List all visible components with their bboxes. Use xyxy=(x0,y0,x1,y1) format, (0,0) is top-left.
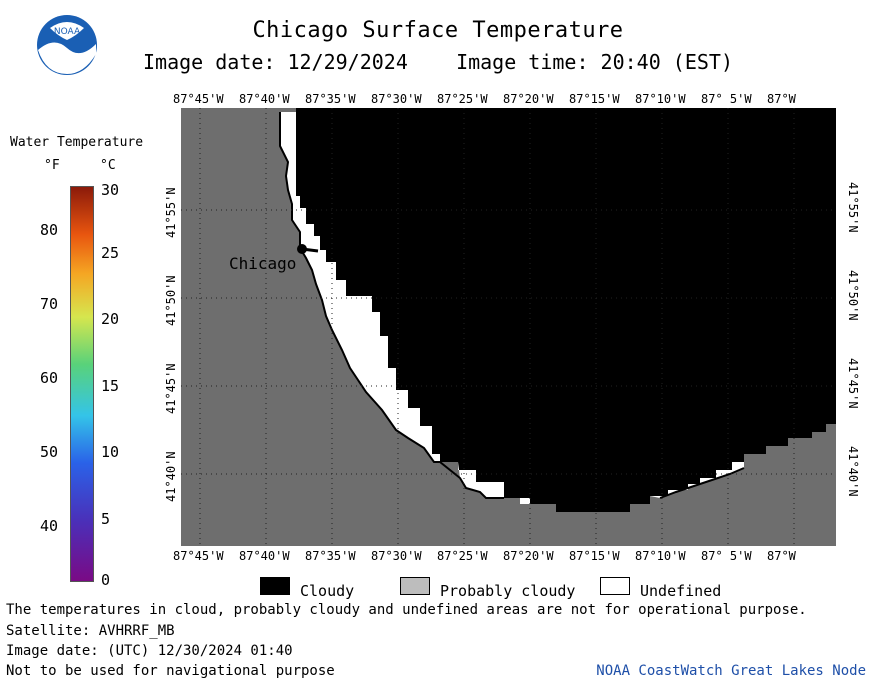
latitude-label: 41°55'N xyxy=(164,187,178,238)
svg-text:NOAA: NOAA xyxy=(54,27,81,37)
fahrenheit-tick: 50 xyxy=(40,443,59,461)
temperature-colorbar xyxy=(70,186,94,582)
celsius-tick: 15 xyxy=(101,377,120,395)
undefined-region xyxy=(280,112,440,462)
longitude-label: 87°W xyxy=(767,549,796,563)
longitude-label: 87°25'W xyxy=(437,92,488,106)
longitude-label: 87°30'W xyxy=(371,92,422,106)
shoreline xyxy=(279,112,504,499)
disclaimer-text: The temperatures in cloud, probably clou… xyxy=(6,602,807,618)
longitude-label: 87°45'W xyxy=(173,92,224,106)
legend-label-undefined: Undefined xyxy=(640,582,722,600)
fahrenheit-unit: °F xyxy=(44,158,60,173)
longitude-label: 87°35'W xyxy=(305,549,356,563)
city-label-chicago: Chicago xyxy=(229,254,297,273)
legend-label-cloudy: Cloudy xyxy=(300,582,355,600)
longitude-label: 87°30'W xyxy=(371,549,422,563)
longitude-label: 87°10'W xyxy=(635,549,686,563)
page-title: Chicago Surface Temperature xyxy=(252,18,624,43)
longitude-label: 87°25'W xyxy=(437,549,488,563)
celsius-tick: 20 xyxy=(101,310,120,328)
celsius-tick: 10 xyxy=(101,443,120,461)
celsius-tick: 30 xyxy=(101,181,120,199)
celsius-tick: 0 xyxy=(101,571,111,589)
undefined-region-east xyxy=(650,462,744,498)
longitude-label: 87°10'W xyxy=(635,92,686,106)
legend-swatch-probably-cloudy xyxy=(400,577,430,595)
fahrenheit-tick: 60 xyxy=(40,369,59,387)
fahrenheit-tick: 80 xyxy=(40,221,59,239)
navigation-warning: Not to be used for navigational purpose xyxy=(6,663,335,679)
legend-swatch-undefined xyxy=(600,577,630,595)
fahrenheit-tick: 70 xyxy=(40,295,59,313)
longitude-label: 87°15'W xyxy=(569,549,620,563)
undefined-patch xyxy=(520,498,530,504)
longitude-label: 87°40'W xyxy=(239,92,290,106)
longitude-label: 87°20'W xyxy=(503,92,554,106)
longitude-label: 87°45'W xyxy=(173,549,224,563)
east-shoreline xyxy=(659,467,745,499)
noaa-logo-icon: NOAA xyxy=(36,14,98,76)
legend-label-probably-cloudy: Probably cloudy xyxy=(440,582,576,600)
fahrenheit-tick: 40 xyxy=(40,517,59,535)
celsius-unit: °C xyxy=(100,158,116,173)
longitude-label: 87°35'W xyxy=(305,92,356,106)
longitude-label: 87°20'W xyxy=(503,549,554,563)
longitude-label: 87° 5'W xyxy=(701,549,752,563)
image-time: Image time: 20:40 (EST) xyxy=(456,50,734,74)
latitude-label: 41°45'N xyxy=(164,363,178,414)
longitude-label: 87° 5'W xyxy=(701,92,752,106)
cloudy-region xyxy=(296,108,836,512)
latitude-label: 41°55'N xyxy=(846,182,860,233)
latitude-label: 41°50'N xyxy=(164,275,178,326)
image-date-time: Image date: 12/29/2024 Image time: 20:40… xyxy=(0,50,876,74)
satellite-text: Satellite: AVHRRF_MB xyxy=(6,623,175,639)
latitude-label: 41°50'N xyxy=(846,270,860,321)
image-date: Image date: 12/29/2024 xyxy=(142,50,408,74)
longitude-label: 87°15'W xyxy=(569,92,620,106)
latitude-label: 41°40'N xyxy=(846,446,860,497)
legend-swatch-cloudy xyxy=(260,577,290,595)
latitude-label: 41°45'N xyxy=(846,358,860,409)
graticule xyxy=(181,108,836,546)
colorbar-title: Water Temperature xyxy=(10,135,144,150)
celsius-tick: 25 xyxy=(101,244,120,262)
celsius-tick: 5 xyxy=(101,510,111,528)
utc-date-text: Image date: (UTC) 12/30/2024 01:40 xyxy=(6,643,293,659)
longitude-label: 87°40'W xyxy=(239,549,290,563)
credit-link[interactable]: NOAA CoastWatch Great Lakes Node xyxy=(596,663,866,679)
longitude-label: 87°W xyxy=(767,92,796,106)
latitude-label: 41°40'N xyxy=(164,451,178,502)
